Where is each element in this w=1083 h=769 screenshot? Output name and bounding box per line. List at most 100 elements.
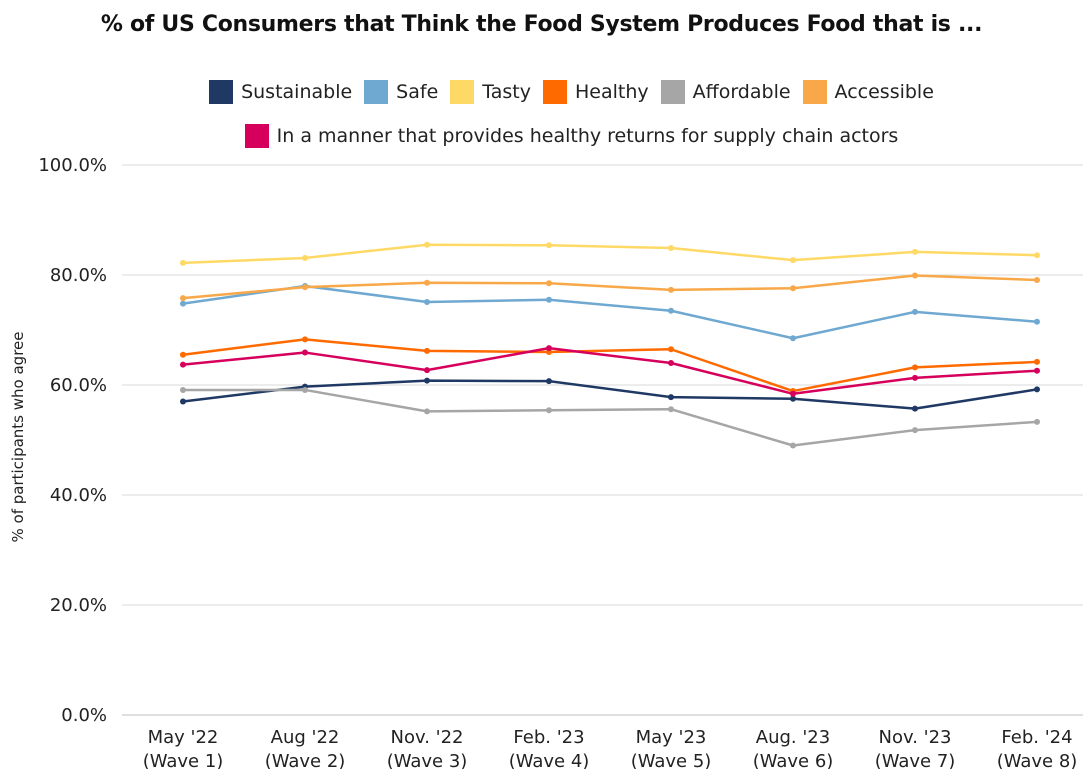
series-healthy — [180, 336, 1040, 395]
legend-swatch — [364, 80, 389, 104]
x-tick-label: (Wave 3) — [387, 751, 468, 769]
series-line — [182, 274, 1038, 300]
series-line — [182, 346, 1038, 396]
data-point — [546, 345, 552, 352]
x-tick-label: Nov. '23 — [878, 727, 951, 748]
y-tick-label: 0.0% — [61, 705, 107, 726]
y-tick-label: 60.0% — [50, 375, 107, 396]
data-point — [180, 259, 186, 266]
data-point — [912, 272, 918, 279]
data-point — [790, 285, 796, 292]
data-point — [790, 390, 796, 397]
data-point — [180, 361, 186, 368]
x-tick-label: (Wave 8) — [997, 751, 1078, 769]
data-point — [546, 280, 552, 287]
data-point — [668, 406, 674, 413]
data-point — [912, 374, 918, 381]
legend-label: In a manner that provides healthy return… — [276, 125, 899, 147]
legend-item: Healthy — [542, 80, 649, 104]
data-point — [180, 398, 186, 405]
legend-label: Tasty — [482, 81, 531, 103]
legend-swatch — [802, 80, 827, 104]
data-point — [546, 378, 552, 385]
data-point — [912, 248, 918, 255]
data-point — [424, 377, 430, 384]
y-tick-label: 100.0% — [38, 155, 107, 176]
series-tasty — [180, 241, 1040, 266]
x-tick-label: Feb. '23 — [513, 727, 584, 748]
data-point — [302, 349, 308, 356]
data-point — [668, 245, 674, 252]
data-point — [668, 286, 674, 293]
x-tick-label: (Wave 5) — [631, 751, 712, 769]
data-point — [790, 335, 796, 342]
data-point — [424, 279, 430, 286]
data-point — [1034, 252, 1040, 259]
data-point — [302, 284, 308, 291]
legend-label: Affordable — [692, 81, 791, 103]
data-point — [668, 346, 674, 353]
legend-item: In a manner that provides healthy return… — [244, 124, 899, 148]
x-tick-label: Aug '22 — [271, 727, 340, 748]
series-accessible — [180, 272, 1040, 302]
data-point — [668, 360, 674, 366]
legend-swatch — [450, 80, 475, 104]
x-tick-label: (Wave 4) — [509, 751, 590, 769]
data-point — [1034, 276, 1040, 283]
data-point — [180, 300, 186, 307]
x-tick-label: (Wave 7) — [875, 751, 956, 769]
data-point — [668, 394, 674, 401]
data-point — [180, 386, 186, 393]
legend-item: Tasty — [450, 80, 531, 104]
legend-swatch — [244, 124, 269, 148]
series-in — [180, 345, 1040, 397]
data-point — [912, 308, 918, 315]
x-tick-label: Aug. '23 — [756, 727, 830, 748]
legend-label: Safe — [396, 81, 439, 103]
x-tick-label: May '23 — [636, 727, 707, 748]
data-point — [302, 336, 308, 343]
data-point — [1034, 318, 1040, 325]
data-point — [180, 295, 186, 302]
series-affordable — [180, 386, 1040, 449]
data-point — [546, 296, 552, 303]
x-tick-label: Nov. '22 — [390, 727, 463, 748]
data-point — [912, 427, 918, 434]
legend-label: Sustainable — [241, 81, 353, 103]
data-point — [790, 395, 796, 402]
y-tick-label: 80.0% — [50, 265, 107, 286]
data-point — [1034, 358, 1040, 365]
data-point — [424, 241, 430, 248]
legend-item: Sustainable — [209, 80, 352, 104]
x-tick-label: (Wave 1) — [143, 751, 224, 769]
series-line — [182, 284, 1038, 340]
legend-swatch — [660, 80, 685, 104]
y-tick-label: 20.0% — [50, 595, 107, 616]
data-point — [424, 408, 430, 415]
series-line — [183, 388, 1038, 447]
legend-item: Affordable — [660, 80, 791, 104]
chart-title: % of US Consumers that Think the Food Sy… — [100, 12, 983, 37]
data-point — [1034, 386, 1040, 393]
data-point — [668, 307, 674, 314]
data-point — [546, 242, 552, 249]
series-safe — [180, 283, 1040, 342]
data-point — [424, 298, 430, 305]
data-point — [424, 347, 430, 354]
legend-label: Healthy — [574, 81, 649, 103]
x-tick-label: (Wave 2) — [265, 751, 346, 769]
data-point — [912, 405, 918, 412]
data-point — [546, 407, 552, 414]
legend-row-2: In a manner that provides healthy return… — [0, 124, 1083, 148]
data-point — [180, 351, 186, 358]
x-tick-label: May '22 — [148, 727, 219, 748]
x-tick-label: Feb. '24 — [1001, 727, 1072, 748]
legend-row-1: Sustainable Safe Tasty Healthy Affordable Acc… — [0, 80, 1083, 104]
series-line — [182, 338, 1038, 393]
legend-item: Accessible — [802, 80, 934, 104]
data-point — [790, 442, 796, 449]
legend-item: Safe — [364, 80, 438, 104]
y-tick-label: 40.0% — [50, 485, 107, 506]
data-point — [302, 254, 308, 261]
